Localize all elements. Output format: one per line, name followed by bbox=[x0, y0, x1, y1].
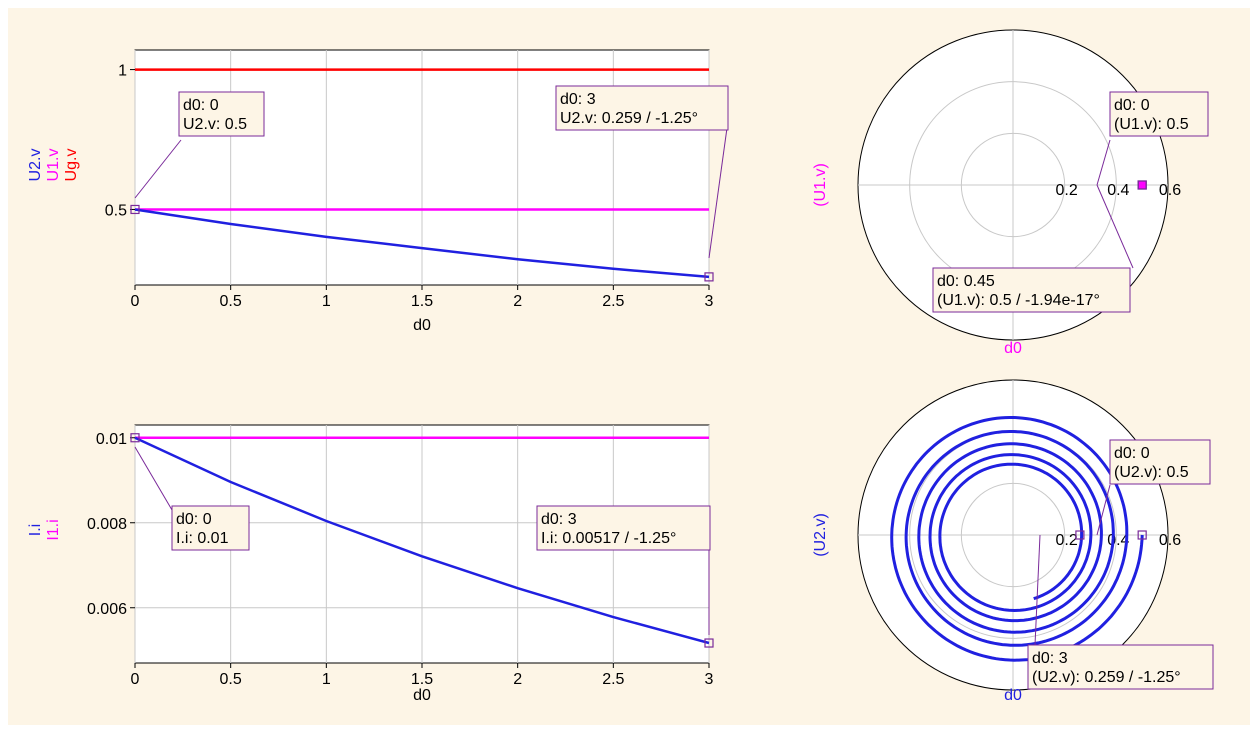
y-axis-series-label: Ug.v bbox=[63, 149, 80, 182]
series-spiral-u2 bbox=[890, 416, 1144, 662]
y-tick-label: 0.01 bbox=[96, 431, 127, 448]
annotation-leader bbox=[134, 139, 182, 199]
r-tick-label: 0.2 bbox=[1056, 182, 1078, 199]
annotation-leader bbox=[1096, 139, 1111, 186]
x-tick-label: 0 bbox=[131, 293, 140, 310]
x-axis-label: d0 bbox=[413, 687, 431, 704]
annotation-line: U2.v: 0.259 / -1.25° bbox=[560, 110, 698, 127]
annotation-line: d0: 0.45 bbox=[937, 273, 995, 290]
annotation-line: d0: 0 bbox=[183, 97, 219, 114]
annotation-line: (U1.v): 0.5 / -1.94e-17° bbox=[937, 292, 1100, 309]
x-tick-label: 1 bbox=[322, 293, 331, 310]
y-tick-label: 1 bbox=[118, 63, 127, 80]
x-axis-label: d0 bbox=[1004, 687, 1022, 704]
y-axis-label: (U1.v) bbox=[812, 163, 829, 207]
annotation-marker bbox=[130, 433, 140, 443]
series-point-u1 bbox=[1137, 180, 1147, 190]
annotation-leader bbox=[1034, 534, 1041, 646]
y-axis-series-label: I.i bbox=[27, 524, 44, 536]
y-axis-series-label: I1.i bbox=[45, 519, 62, 540]
x-tick-label: 1.5 bbox=[411, 671, 433, 688]
x-tick-label: 3 bbox=[705, 293, 714, 310]
annotation-line: d0: 0 bbox=[1114, 445, 1150, 462]
annotation-box bbox=[171, 505, 250, 551]
x-tick-label: 0.5 bbox=[220, 293, 242, 310]
annotation-box bbox=[1109, 439, 1211, 485]
y-axis-series-label: U1.v bbox=[45, 149, 62, 182]
annotation-marker bbox=[1137, 530, 1147, 540]
x-axis-label: d0 bbox=[1004, 340, 1022, 357]
annotation-line: (U2.v): 0.259 / -1.25° bbox=[1032, 669, 1181, 686]
x-axis-label: d0 bbox=[413, 317, 431, 334]
annotation-box bbox=[555, 85, 729, 131]
x-tick-label: 0 bbox=[131, 671, 140, 688]
annotation-line: (U2.v): 0.5 bbox=[1114, 464, 1189, 481]
series-line-u2-v bbox=[134, 208, 710, 279]
annotation-line: d0: 3 bbox=[1032, 650, 1068, 667]
y-tick-label: 0.008 bbox=[87, 516, 127, 533]
annotation-line: (U1.v): 0.5 bbox=[1114, 116, 1189, 133]
x-tick-label: 1 bbox=[322, 671, 331, 688]
r-tick-label: 0.6 bbox=[1159, 532, 1181, 549]
annotation-box bbox=[178, 91, 265, 137]
annotation-marker bbox=[704, 638, 714, 648]
r-tick-label: 0.6 bbox=[1159, 182, 1181, 199]
annotation-box bbox=[536, 505, 711, 551]
r-tick-label: 0.2 bbox=[1056, 532, 1078, 549]
annotation-leader bbox=[1096, 184, 1134, 269]
x-tick-label: 2.5 bbox=[602, 671, 624, 688]
annotation-box bbox=[1027, 644, 1214, 690]
chart-voltage: 0 0.5 1 1.5 2 2.5 3 0.5 1 d0 U2.v U1.v Ug.v d0: 0 U2.v… bbox=[27, 49, 729, 334]
annotation-line: I.i: 0.00517 / -1.25° bbox=[541, 530, 676, 547]
x-tick-label: 1.5 bbox=[411, 293, 433, 310]
chart-current: 0 0.5 1 1.5 2 2.5 3 0.006 0.008 0.01 d0 I.i I1.i d0: … bbox=[27, 424, 714, 704]
x-tick-label: 3 bbox=[705, 671, 714, 688]
x-tick-label: 0.5 bbox=[220, 671, 242, 688]
annotation-line: I.i: 0.01 bbox=[176, 530, 229, 547]
annotation-leader bbox=[134, 446, 173, 511]
series-line-i-i bbox=[134, 436, 710, 645]
y-axis-label: (U2.v) bbox=[812, 513, 829, 557]
y-axis-series-label: U2.v bbox=[27, 149, 44, 182]
annotation-marker bbox=[130, 204, 140, 215]
x-tick-label: 2 bbox=[513, 671, 522, 688]
annotation-marker bbox=[1137, 180, 1147, 190]
annotation-marker bbox=[704, 272, 714, 282]
annotation-line: d0: 0 bbox=[1114, 97, 1150, 114]
annotation-line: d0: 3 bbox=[541, 511, 577, 528]
annotation-leader bbox=[708, 127, 728, 259]
annotation-leader bbox=[1096, 484, 1111, 536]
y-tick-label: 0.5 bbox=[105, 202, 127, 219]
x-tick-label: 2 bbox=[513, 293, 522, 310]
chart-polar-u1: 0.2 0.4 0.6 d0 (U1.v) d0: 0 (U1.v): 0.5 d0: 0.4… bbox=[812, 29, 1209, 357]
x-tick-label: 2.5 bbox=[602, 293, 624, 310]
annotation-line: d0: 0 bbox=[176, 511, 212, 528]
r-tick-label: 0.4 bbox=[1107, 182, 1129, 199]
annotation-line: d0: 3 bbox=[560, 91, 596, 108]
chart-polar-u2: 0.2 0.4 0.6d0(U2.v)d0: 0(U2.v): 0.5d0: 3(U… bbox=[812, 379, 1214, 704]
annotation-box bbox=[932, 267, 1131, 313]
y-tick-label: 0.006 bbox=[87, 601, 127, 618]
annotation-marker bbox=[1075, 530, 1085, 540]
annotation-box bbox=[1109, 91, 1209, 137]
annotation-line: U2.v: 0.5 bbox=[183, 116, 247, 133]
